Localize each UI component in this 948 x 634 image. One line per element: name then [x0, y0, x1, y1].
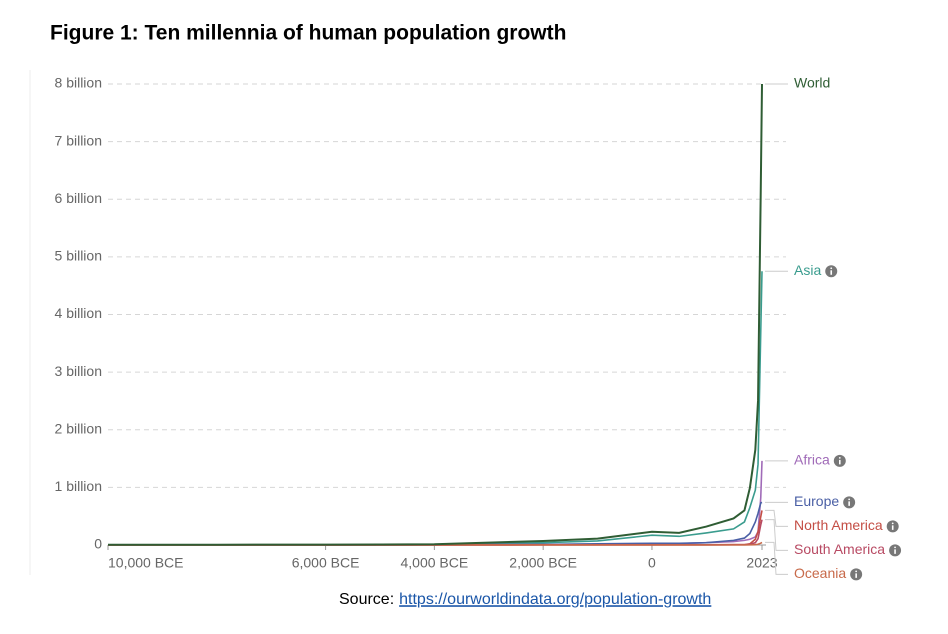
leader-line	[765, 519, 788, 551]
series-label: South America	[794, 541, 885, 557]
x-tick-label: 6,000 BCE	[292, 555, 360, 571]
y-tick-label: 4 billion	[55, 305, 102, 321]
series-label: North America	[794, 517, 883, 533]
info-icon-dot	[830, 267, 833, 270]
series-label: Europe	[794, 493, 839, 509]
y-tick-label: 5 billion	[55, 248, 102, 264]
series-line	[108, 501, 763, 546]
series-label: Asia	[794, 262, 821, 278]
y-tick-label: 3 billion	[55, 363, 102, 379]
x-tick-label: 10,000 BCE	[108, 555, 184, 571]
series-label: World	[794, 75, 830, 91]
x-tick-label: 4,000 BCE	[401, 555, 469, 571]
info-icon-dot	[848, 498, 851, 501]
series-label: Oceania	[794, 565, 846, 581]
info-icon-dot	[838, 456, 841, 459]
series-line	[107, 271, 763, 546]
series-line	[107, 83, 763, 546]
source-link[interactable]: https://ourworldindata.org/population-gr…	[399, 591, 711, 608]
info-icon-dot	[894, 546, 896, 549]
x-tick-label: 2,000 BCE	[509, 555, 577, 571]
source-label: Source:	[339, 591, 394, 608]
info-icon-dot	[891, 522, 894, 525]
leader-line	[765, 541, 788, 575]
y-tick-label: 1 billion	[55, 478, 102, 494]
series-label: Africa	[794, 452, 830, 468]
y-tick-label: 6 billion	[55, 190, 102, 206]
chart-title: Figure 1: Ten millennia of human populat…	[50, 22, 566, 45]
x-tick-label: 2023	[746, 555, 777, 571]
series-line	[108, 510, 763, 546]
y-tick-label: 2 billion	[55, 420, 102, 436]
y-tick-label: 8 billion	[55, 75, 102, 91]
leader-line	[765, 509, 788, 527]
y-tick-label: 0	[94, 536, 102, 552]
info-icon-dot	[855, 570, 858, 573]
y-tick-label: 7 billion	[55, 132, 102, 148]
x-tick-label: 0	[648, 555, 656, 571]
